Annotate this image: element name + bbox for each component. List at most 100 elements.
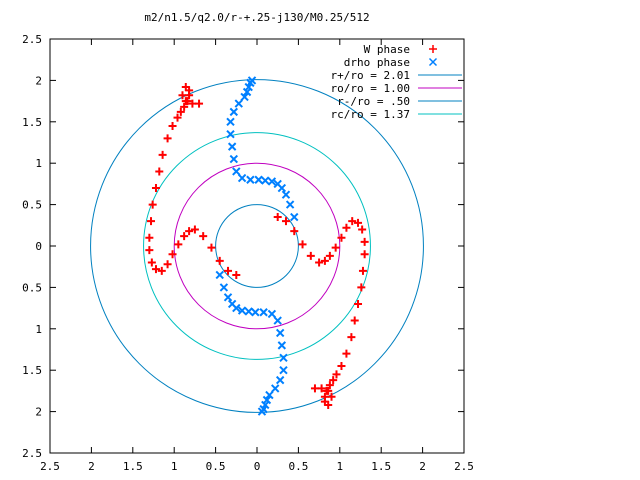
w-phase-point	[195, 99, 204, 108]
legend-marker	[428, 57, 438, 67]
x-tick-label: 2	[88, 460, 95, 473]
w-phase-point	[348, 217, 357, 226]
x-tick-label: 1	[171, 460, 178, 473]
legend-marker	[429, 45, 437, 53]
legend-label: rc/ro = 1.37	[331, 108, 410, 121]
w-phase-point	[342, 223, 351, 232]
drho-phase-point	[240, 92, 249, 102]
w-phase-point	[147, 258, 156, 267]
legend-label: W phase	[364, 43, 410, 56]
drho-phase-point	[267, 309, 277, 319]
w-phase-point	[327, 392, 336, 401]
legend-label: ro/ro = 1.00	[331, 82, 410, 95]
drho-phase-point	[265, 390, 274, 400]
drho-phase-point	[290, 212, 299, 222]
w-phase-point	[185, 227, 194, 236]
w-phase-point	[176, 107, 185, 116]
w-phase-point	[163, 134, 172, 143]
x-tick-label: 0.5	[288, 460, 308, 473]
y-tick-label: 1.5	[22, 116, 42, 129]
circle-1	[173, 162, 341, 330]
w-phase-point	[310, 384, 319, 393]
w-phase-point	[181, 97, 190, 106]
w-phase-point	[181, 83, 190, 92]
drho-phase-point	[226, 130, 235, 139]
w-phase-point	[332, 370, 341, 379]
drho-phase-point	[275, 375, 285, 385]
w-phase-point	[358, 225, 367, 234]
drho-phase-point	[257, 407, 267, 416]
circle-2	[215, 204, 299, 288]
y-tick-label: 2	[35, 74, 42, 87]
w-phase-point	[178, 91, 187, 100]
drho-phase-point	[244, 307, 253, 316]
legend-label: r-/ro = .50	[337, 95, 410, 108]
x-tick-label: 2.5	[40, 460, 60, 473]
w-phase-point	[148, 200, 157, 209]
w-phase-point	[174, 240, 183, 249]
w-phase-point	[157, 266, 166, 275]
w-phase-point	[232, 270, 241, 279]
y-tick-label: 2	[35, 406, 42, 419]
drho-phase-point	[232, 167, 241, 176]
w-phase-point	[151, 265, 160, 274]
drho-phase-point	[226, 117, 235, 127]
drho-phase-point	[229, 154, 239, 164]
data-points	[145, 76, 369, 416]
drho-phase-point	[223, 293, 233, 302]
y-tick-label: 1	[35, 323, 42, 336]
y-tick-label: 1.5	[22, 364, 42, 377]
w-phase-point	[350, 316, 359, 325]
w-phase-point	[347, 333, 356, 342]
drho-phase-point	[281, 190, 291, 199]
drho-phase-point	[246, 175, 255, 184]
w-phase-point	[360, 237, 369, 246]
y-tick-label: 2.5	[22, 33, 42, 46]
w-phase-point	[324, 400, 333, 409]
w-phase-point	[357, 283, 366, 292]
w-phase-point	[199, 232, 208, 241]
drho-phase-point	[271, 384, 280, 393]
w-phase-point	[163, 260, 172, 269]
w-phase-point	[281, 217, 290, 226]
x-tick-label: 2.5	[454, 460, 474, 473]
w-phase-point	[358, 266, 367, 275]
drho-phase-point	[229, 107, 239, 117]
drho-phase-point	[259, 308, 268, 317]
w-phase-point	[215, 256, 224, 265]
y-tick-label: 0.5	[22, 199, 42, 212]
drho-phase-point	[237, 306, 247, 315]
w-phase-point	[354, 299, 363, 308]
w-phase-point	[320, 256, 329, 265]
circle-3	[143, 132, 371, 360]
drho-phase-point	[273, 316, 282, 325]
w-phase-point	[331, 243, 340, 252]
y-tick-label: 2.5	[22, 447, 42, 460]
w-phase-point	[329, 376, 338, 385]
w-phase-point	[145, 233, 154, 242]
w-phase-point	[306, 251, 315, 260]
w-phase-point	[273, 213, 282, 222]
w-phase-point	[147, 217, 156, 226]
y-tick-label: 0.5	[22, 281, 42, 294]
w-phase-point	[342, 349, 351, 358]
x-tick-label: 2	[419, 460, 426, 473]
w-phase-point	[354, 218, 363, 227]
drho-phase-point	[279, 365, 288, 375]
w-phase-point	[337, 233, 346, 242]
w-phase-point	[324, 386, 333, 395]
legend-label: drho phase	[344, 56, 410, 69]
w-phase-point	[325, 381, 334, 390]
w-phase-point	[325, 251, 334, 260]
w-phase-point	[151, 184, 160, 193]
x-tick-label: 1	[336, 460, 343, 473]
drho-phase-point	[232, 303, 241, 313]
w-phase-point	[360, 250, 369, 259]
drho-phase-point	[275, 328, 285, 338]
drho-phase-point	[267, 177, 277, 186]
w-phase-point	[173, 113, 182, 122]
drho-phase-point	[285, 200, 295, 209]
w-phase-point	[315, 258, 324, 267]
w-phase-point	[180, 102, 189, 111]
